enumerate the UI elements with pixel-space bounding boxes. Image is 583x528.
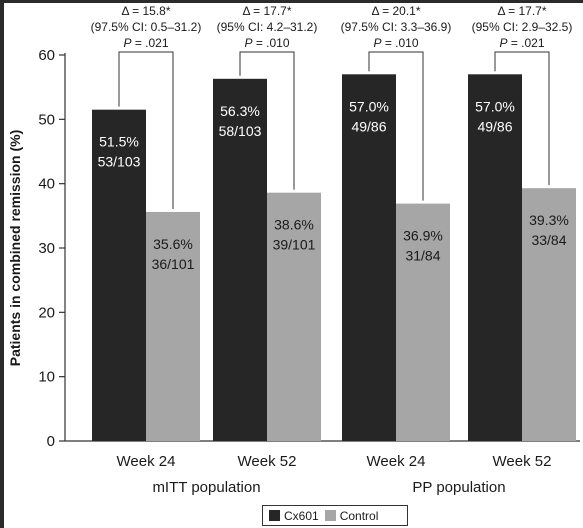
y-tick-label: 0 bbox=[47, 433, 55, 450]
x-tick-label: Week 24 bbox=[117, 453, 176, 470]
bar-label-pct-cx601: 57.0% bbox=[475, 98, 515, 114]
bar-label-n-cx601: 49/86 bbox=[477, 118, 512, 134]
image-border-top bbox=[0, 0, 583, 3]
bar-cx601 bbox=[92, 109, 146, 441]
x-tick-label: Week 52 bbox=[493, 453, 552, 470]
p-value-annotation: P = .010 bbox=[373, 36, 418, 50]
y-tick-label: 60 bbox=[38, 47, 55, 64]
bar-label-n-cx601: 58/103 bbox=[219, 123, 262, 139]
delta-annotation: Δ = 15.8* bbox=[121, 4, 170, 18]
bar-label-n-cx601: 53/103 bbox=[98, 154, 141, 170]
legend-item-cx601: Cx601 bbox=[269, 509, 319, 523]
group-label: mITT population bbox=[152, 479, 260, 496]
bar-label-pct-control: 38.6% bbox=[274, 217, 314, 233]
delta-annotation: Δ = 20.1* bbox=[371, 4, 420, 18]
y-tick-label: 30 bbox=[38, 240, 55, 257]
legend-swatch-control bbox=[324, 510, 336, 521]
significance-bracket bbox=[118, 51, 174, 209]
y-tick-label: 50 bbox=[38, 111, 55, 128]
legend-label-cx601: Cx601 bbox=[284, 508, 319, 523]
delta-annotation: Δ = 17.7* bbox=[242, 4, 291, 18]
bar-label-pct-control: 39.3% bbox=[529, 212, 569, 228]
p-value-annotation: P = .021 bbox=[499, 36, 544, 50]
bar-label-pct-cx601: 57.0% bbox=[349, 98, 389, 114]
x-tick-label: Week 24 bbox=[367, 453, 426, 470]
y-tick-label: 20 bbox=[38, 304, 55, 321]
x-tick-label: Week 52 bbox=[238, 453, 297, 470]
bar-label-n-control: 39/101 bbox=[273, 237, 316, 253]
delta-annotation: Δ = 17.7* bbox=[497, 4, 546, 18]
bar-label-pct-cx601: 56.3% bbox=[220, 103, 260, 119]
bar-control bbox=[396, 203, 450, 441]
bar-cx601 bbox=[342, 74, 396, 442]
significance-bracket bbox=[368, 51, 424, 201]
legend-item-control: Control bbox=[324, 508, 379, 523]
significance-bracket bbox=[239, 51, 295, 190]
bar-label-n-control: 33/84 bbox=[531, 232, 566, 248]
group-label: PP population bbox=[412, 479, 505, 496]
bar-label-pct-cx601: 51.5% bbox=[99, 134, 139, 150]
bar-label-pct-control: 35.6% bbox=[153, 236, 193, 252]
y-tick-label: 10 bbox=[38, 369, 55, 386]
y-axis-title: Patients in combined remission (%) bbox=[7, 130, 23, 367]
legend-swatch-cx601 bbox=[269, 510, 280, 521]
bar-label-n-cx601: 49/86 bbox=[351, 118, 386, 134]
significance-bracket bbox=[494, 51, 550, 186]
bar-cx601 bbox=[213, 78, 267, 441]
bar-control bbox=[267, 192, 321, 441]
bar-control bbox=[146, 211, 200, 441]
p-value-annotation: P = .021 bbox=[123, 36, 168, 50]
bar-label-pct-control: 36.9% bbox=[403, 228, 443, 244]
ci-annotation: (97.5% CI: 0.5–31.2) bbox=[91, 20, 202, 34]
bar-label-n-control: 36/101 bbox=[152, 256, 195, 272]
bar-control bbox=[522, 188, 576, 441]
p-value-annotation: P = .010 bbox=[244, 36, 289, 50]
legend-label-control: Control bbox=[339, 508, 379, 523]
ci-annotation: (95% CI: 2.9–32.5) bbox=[472, 20, 573, 34]
chart-legend: Cx601 Control bbox=[262, 505, 408, 526]
ci-annotation: (97.5% CI: 3.3–36.9) bbox=[341, 20, 452, 34]
image-border-left bbox=[0, 0, 4, 528]
bar-label-n-control: 31/84 bbox=[405, 248, 440, 264]
bar-cx601 bbox=[468, 74, 522, 442]
ci-annotation: (95% CI: 4.2–31.2) bbox=[217, 20, 318, 34]
y-tick-label: 40 bbox=[38, 176, 55, 193]
